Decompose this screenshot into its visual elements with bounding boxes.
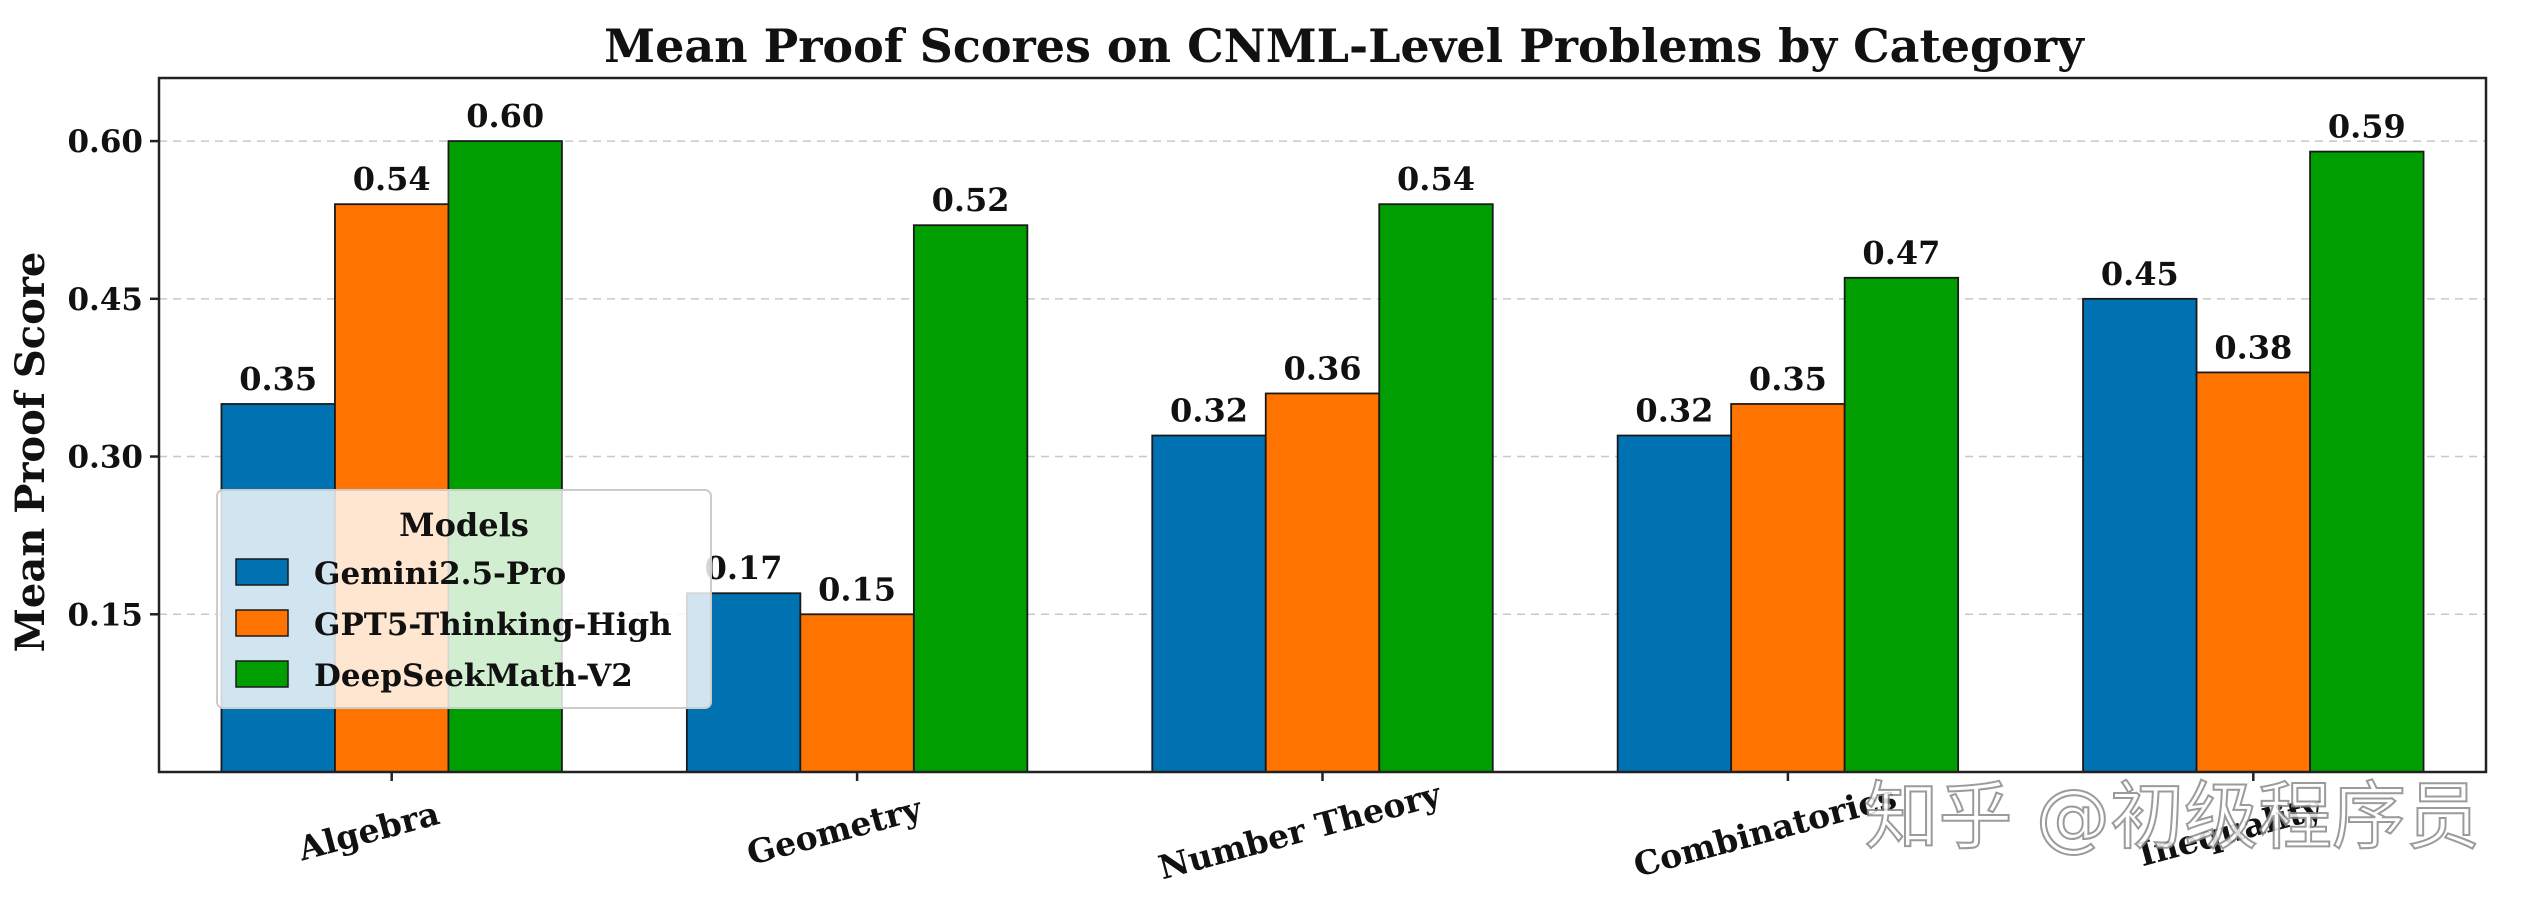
legend-label-gemini2-5-pro: Gemini2.5-Pro (314, 556, 566, 592)
data-label: 0.54 (353, 160, 431, 198)
y-axis-ticks: 0.15 0.30 0.45 0.60 (67, 124, 159, 633)
data-label: 0.59 (2328, 108, 2406, 146)
legend-swatch-gemini2-5-pro (235, 558, 289, 586)
y-tick-label: 0.60 (67, 124, 143, 160)
bar-deepseekmath-v2-inequality (2309, 150, 2425, 773)
data-label: 0.17 (705, 549, 783, 587)
legend-title: Models (399, 506, 529, 544)
data-label: 0.47 (1862, 234, 1940, 272)
legend-label-deepseekmath-v2: DeepSeekMath-V2 (314, 658, 633, 694)
data-label: 0.35 (239, 360, 317, 398)
bar-deepseekmath-v2-combinatorics (1843, 276, 1960, 773)
y-axis-label: Mean Proof Score (7, 252, 54, 653)
legend-box (216, 489, 712, 709)
chart-title: Mean Proof Scores on CNML-Level Problems… (604, 19, 2085, 73)
x-tick-label-number-theory: Number Theory (1154, 774, 1445, 887)
data-label: 0.38 (2214, 328, 2292, 366)
bar-gpt5-thinking-high-number-theory (1264, 392, 1381, 773)
bar-deepseekmath-v2-number-theory (1378, 203, 1494, 773)
bar-gpt5-thinking-high-combinatorics (1730, 403, 1846, 773)
bar-gpt5-thinking-high-geometry (799, 613, 915, 773)
watermark: 知乎 @初级程序员 (1864, 774, 2480, 860)
x-tick-label-geometry: Geometry (743, 789, 927, 873)
bar-gemini2-5-pro-inequality (2082, 297, 2198, 773)
data-label: 0.60 (466, 97, 544, 135)
y-tick-label: 0.45 (67, 282, 143, 318)
bar-gemini2-5-pro-combinatorics (1616, 434, 1733, 773)
legend-label-gpt5-thinking-high: GPT5-Thinking-High (314, 607, 672, 643)
bar-gemini2-5-pro-number-theory (1151, 434, 1267, 773)
legend-swatch-deepseekmath-v2 (235, 660, 289, 688)
bar-gpt5-thinking-high-inequality (2195, 371, 2311, 773)
data-labels-group: 0.35 0.54 0.60 0.17 0.15 0.52 0.32 0.36 0.54 0.32… (239, 97, 2406, 608)
y-tick-label: 0.30 (67, 440, 143, 476)
x-tick-label-algebra: Algebra (293, 793, 443, 868)
data-label: 0.52 (932, 181, 1010, 219)
legend-items: Gemini2.5-Pro GPT5-Thinking-High DeepSeekM… (235, 556, 672, 694)
legend-swatch-gpt5-thinking-high (235, 609, 289, 637)
data-label: 0.15 (818, 570, 896, 608)
data-label: 0.54 (1397, 160, 1475, 198)
x-tick-label-combinatorics: Combinatorics (1629, 777, 1900, 885)
data-label: 0.35 (1749, 360, 1827, 398)
data-label: 0.32 (1635, 392, 1713, 430)
bar-deepseekmath-v2-geometry (912, 224, 1029, 773)
data-label: 0.36 (1284, 349, 1362, 387)
data-label: 0.45 (2101, 255, 2179, 293)
legend: Models Gemini2.5-Pro GPT5-Thinking-High De… (216, 489, 712, 709)
data-label: 0.32 (1170, 392, 1248, 430)
y-tick-label: 0.15 (67, 597, 143, 633)
